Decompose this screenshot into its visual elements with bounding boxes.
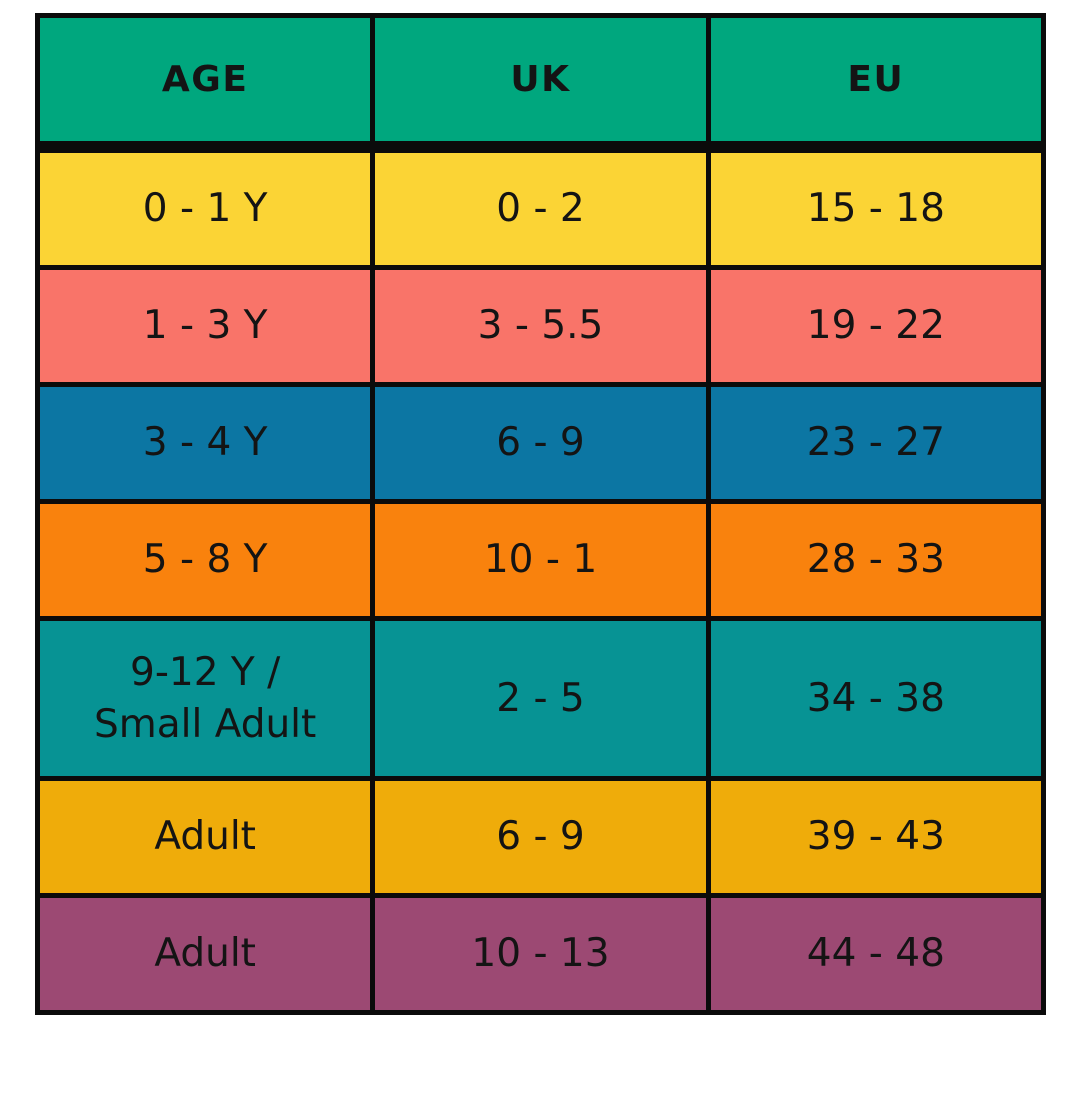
header-row: AGE UK EU <box>34 13 1047 153</box>
cell-age: 3 - 4 Y <box>34 382 376 504</box>
cell-uk: 2 - 5 <box>370 616 711 781</box>
cell-age: 5 - 8 Y <box>34 499 376 621</box>
table-row: Adult 6 - 9 39 - 43 <box>34 776 1047 898</box>
cell-eu: 44 - 48 <box>705 893 1047 1015</box>
cell-eu: 15 - 18 <box>705 144 1047 270</box>
table-row: 0 - 1 Y 0 - 2 15 - 18 <box>34 144 1047 270</box>
header-cell-uk: UK <box>370 13 711 153</box>
cell-age: 1 - 3 Y <box>34 265 376 387</box>
cell-eu: 23 - 27 <box>705 382 1047 504</box>
cell-eu: 28 - 33 <box>705 499 1047 621</box>
table-row: 5 - 8 Y 10 - 1 28 - 33 <box>34 499 1047 621</box>
cell-uk: 0 - 2 <box>370 144 711 270</box>
cell-uk: 3 - 5.5 <box>370 265 711 387</box>
cell-uk: 10 - 1 <box>370 499 711 621</box>
cell-age: Adult <box>34 776 376 898</box>
cell-uk: 10 - 13 <box>370 893 711 1015</box>
cell-age: 9-12 Y / Small Adult <box>34 616 376 781</box>
cell-age: Adult <box>34 893 376 1015</box>
cell-eu: 39 - 43 <box>705 776 1047 898</box>
cell-eu: 19 - 22 <box>705 265 1047 387</box>
table-row: 1 - 3 Y 3 - 5.5 19 - 22 <box>34 265 1047 387</box>
table-row: Adult 10 - 13 44 - 48 <box>34 893 1047 1015</box>
cell-eu: 34 - 38 <box>705 616 1047 781</box>
cell-uk: 6 - 9 <box>370 776 711 898</box>
cell-age: 0 - 1 Y <box>34 144 376 270</box>
size-chart-table: AGE UK EU 0 - 1 Y 0 - 2 15 - 18 1 - 3 Y … <box>34 13 1047 1015</box>
cell-uk: 6 - 9 <box>370 382 711 504</box>
header-cell-age: AGE <box>34 13 376 153</box>
table-row: 3 - 4 Y 6 - 9 23 - 27 <box>34 382 1047 504</box>
header-cell-eu: EU <box>705 13 1047 153</box>
table-row: 9-12 Y / Small Adult 2 - 5 34 - 38 <box>34 616 1047 781</box>
